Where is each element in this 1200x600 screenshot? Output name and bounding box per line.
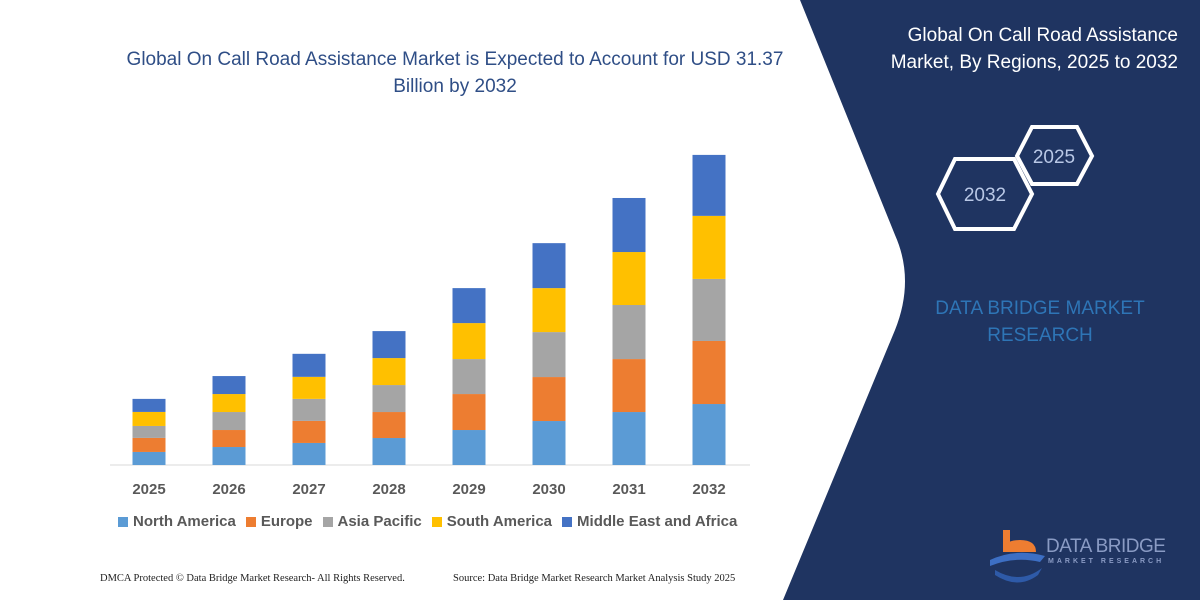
bars [132, 154, 726, 465]
panel-title: Global On Call Road Assistance Market, B… [890, 25, 1178, 73]
bar-2027-south-america [292, 376, 326, 399]
legend: North America Europe Asia Pacific South Ame… [118, 513, 737, 530]
bar-2030-asia-pacific [532, 332, 566, 378]
bar-2026-europe [212, 430, 246, 448]
bar-2026-middle-east-and-africa [212, 376, 246, 395]
bar-2025-europe [132, 437, 166, 452]
hexagon-2032: 2032 [935, 157, 1035, 231]
bar-2031-europe [612, 359, 646, 413]
bar-2030-europe [532, 377, 566, 422]
bar-2032-south-america [692, 215, 726, 279]
legend-swatch [322, 516, 333, 527]
logo-text: DATA BRIDGE [1046, 536, 1166, 557]
legend-item: South America [431, 513, 553, 530]
bar-2029-north-america [452, 430, 486, 465]
bar-2027-middle-east-and-africa [292, 353, 326, 377]
x-tick-labels: 2025 2026 2027 2028 2029 2030 2031 2032 [132, 481, 725, 498]
bar-2031-middle-east-and-africa [612, 197, 646, 253]
footer-source: Source: Data Bridge Market Research Mark… [453, 573, 736, 584]
x-tick-label: 2025 [132, 481, 165, 498]
chart-title: Global On Call Road Assistance Market is… [126, 49, 784, 97]
bar-2031-asia-pacific [612, 305, 646, 360]
bar-2025-middle-east-and-africa [132, 398, 166, 412]
hex-label-2025: 2025 [1033, 147, 1075, 168]
bar-2027-asia-pacific [292, 398, 326, 421]
bar-2025-north-america [132, 451, 166, 465]
bar-2028-south-america [372, 358, 406, 386]
brand-text: DATA BRIDGE MARKET RESEARCH [935, 298, 1145, 346]
bar-2032-asia-pacific [692, 278, 726, 341]
bar-2029-europe [452, 394, 486, 431]
x-tick-label: 2031 [612, 481, 645, 498]
bar-2029-south-america [452, 323, 486, 360]
x-tick-label: 2030 [532, 481, 565, 498]
legend-item: North America [118, 513, 236, 530]
legend-label: South America [446, 513, 553, 530]
legend-label: Asia Pacific [337, 513, 422, 530]
legend-swatch [118, 516, 128, 527]
bar-2027-europe [292, 420, 326, 443]
bar-2025-asia-pacific [132, 425, 166, 438]
bar-2028-north-america [372, 438, 406, 465]
bar-2026-north-america [212, 447, 246, 465]
footer-copyright: DMCA Protected © Data Bridge Market Rese… [100, 573, 405, 584]
hex-label-2032: 2032 [964, 185, 1006, 206]
x-tick-label: 2027 [292, 481, 325, 498]
bar-2032-middle-east-and-africa [692, 154, 726, 216]
right-panel [783, 0, 1200, 600]
legend-label: North America [133, 513, 236, 530]
x-tick-label: 2028 [372, 481, 405, 498]
legend-swatch [245, 516, 256, 527]
bar-2028-asia-pacific [372, 385, 406, 413]
legend-label: Europe [260, 513, 313, 530]
legend-item: Asia Pacific [322, 513, 422, 530]
x-tick-label: 2032 [692, 481, 725, 498]
bar-2028-europe [372, 412, 406, 439]
bar-2026-south-america [212, 394, 246, 413]
bar-2030-south-america [532, 288, 566, 333]
bar-2032-europe [692, 340, 726, 405]
bar-2027-north-america [292, 442, 326, 465]
bar-2028-middle-east-and-africa [372, 331, 406, 359]
legend-item: Europe [245, 513, 313, 530]
bar-2031-north-america [612, 412, 646, 465]
legend-swatch [562, 516, 573, 527]
bar-2029-middle-east-and-africa [452, 288, 486, 324]
bar-2030-middle-east-and-africa [532, 243, 566, 289]
legend-swatch [431, 516, 442, 527]
bar-2026-asia-pacific [212, 412, 246, 431]
bar-2031-south-america [612, 252, 646, 306]
bar-2030-north-america [532, 421, 566, 465]
legend-item: Middle East and Africa [562, 513, 737, 530]
logo-icon [990, 530, 1045, 583]
bar-2029-asia-pacific [452, 359, 486, 395]
bar-2032-north-america [692, 404, 726, 465]
bar-2025-south-america [132, 411, 166, 426]
x-tick-label: 2029 [452, 481, 485, 498]
x-tick-label: 2026 [212, 481, 245, 498]
legend-label: Middle East and Africa [577, 513, 738, 530]
hexagon-2025: 2025 [1014, 125, 1095, 186]
logo-subtext: MARKET RESEARCH [1048, 558, 1165, 565]
